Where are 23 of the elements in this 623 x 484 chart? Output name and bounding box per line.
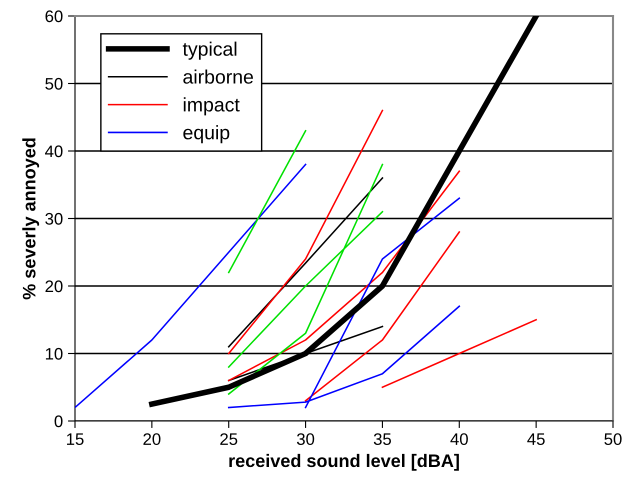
y-tick-label: 0 bbox=[54, 415, 63, 428]
x-tick-label: 45 bbox=[527, 433, 545, 446]
x-tick-label: 35 bbox=[374, 433, 391, 446]
y-tick-label: 20 bbox=[45, 280, 63, 292]
x-tick-label: 25 bbox=[220, 433, 238, 446]
line-series bbox=[228, 170, 460, 382]
y-axis-title: % severly annoyed bbox=[22, 138, 40, 300]
x-tick-label: 50 bbox=[604, 433, 622, 446]
legend-label: impact bbox=[184, 97, 240, 116]
x-tick-label: 20 bbox=[143, 433, 160, 446]
y-tick-label: 60 bbox=[46, 10, 63, 22]
y-tick-label: 40 bbox=[45, 145, 63, 158]
legend-label: airborne bbox=[183, 69, 254, 84]
legend-label: equip bbox=[183, 125, 230, 144]
x-tick-label: 30 bbox=[296, 433, 314, 446]
x-axis-title: received sound level [dBA] bbox=[229, 454, 459, 471]
x-tick-label: 15 bbox=[67, 433, 84, 446]
y-tick-label: 50 bbox=[45, 78, 63, 90]
x-tick-label: 40 bbox=[450, 433, 468, 446]
y-tick-label: 10 bbox=[46, 348, 63, 360]
y-tick-label: 30 bbox=[45, 212, 63, 225]
legend-label: typical bbox=[182, 42, 236, 60]
line-series bbox=[75, 164, 306, 408]
